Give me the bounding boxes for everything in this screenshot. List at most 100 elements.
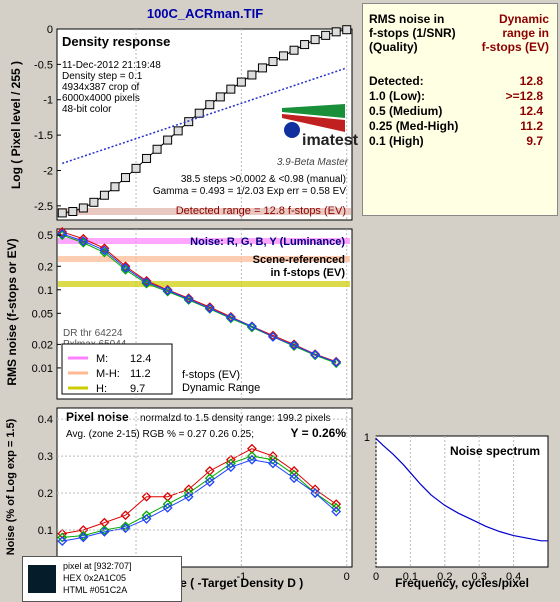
summary-row-value: 11.2 [520,119,543,133]
x-tick-label: 0 [373,571,379,583]
summary-row-label: 0.25 (Med-High) [369,119,459,133]
summary-row-label: 1.0 (Low): [369,89,425,103]
noise-point [78,236,89,247]
x-tick-label: 0.4 [506,571,521,583]
avg-line: Avg. (zone 2-15) RGB % = 0.27 0.26 0.25; [66,429,254,440]
y-tick-label: -2 [43,165,53,177]
rms-title: Noise: R, G, B, Y (Luminance) [190,236,345,248]
noise-point [268,330,278,341]
spectrum-plot-area [375,435,549,568]
density-line [62,29,347,214]
rms-ylabel: RMS noise (f-stops or EV) [5,238,19,385]
summary-row: 0.25 (Med-High) 11.2 [369,119,549,134]
legend-name: M-H: [96,368,120,380]
density-point [163,135,173,145]
density-point [205,100,215,110]
header-right-line: Dynamic [498,12,549,26]
summary-row: 0.5 (Medium) 12.4 [369,104,549,119]
imatest-logo-text: imatest [302,132,359,149]
info-line: 48-bit color [62,104,112,115]
x-tick-label: 0.1 [403,571,418,583]
spectrum-ytick-1: 1 [364,432,370,444]
pixel-noise-point [99,526,110,537]
spectrum-xlabel: Frequency, cycles/pixel [395,576,529,590]
y-tick-label: 0.1 [38,525,53,537]
noise-point [204,303,215,314]
dr-band-medium [58,238,350,244]
noise-point [225,312,236,323]
info-line: 4934x387 crop of [62,82,140,93]
y-tick-label: -1.5 [34,130,53,142]
y-tick-label: 0.4 [38,414,53,426]
pixel-noise-title: Pixel noise [66,410,129,424]
x-tick-label: 0.3 [472,571,487,583]
summary-row-value: 12.8 [519,74,543,88]
pixel-noise-point [120,510,131,521]
info-line: 6000x4000 pixels [62,93,140,104]
density-point [194,108,204,118]
window-title: 100C_ACRman.TIF [147,6,263,21]
pixel-noise-point [204,477,215,487]
version-text: 3.9-Beta Master [277,157,349,168]
legend-value: 11.2 [130,368,151,380]
density-point [268,57,278,67]
noise-point [246,321,257,332]
density-point [131,163,141,173]
imatest-logo: imatest 3.9-Beta Master [277,104,359,168]
legend-name: M: [96,353,108,365]
spectrum-line [375,438,548,542]
density-panel: Density response 11-Dec-2012 21:19:48Den… [9,24,359,221]
legend-name: H: [96,383,107,395]
summary-row-label: 0.1 (High) [369,134,424,148]
y-tick-label: 0.01 [32,363,53,375]
y-tick-label: 0.05 [32,308,53,320]
noise-point [331,357,342,368]
density-point [279,51,289,61]
summary-header-left: RMS noise in f-stops (1/SNR) (Quality) [369,12,456,54]
header-left-line: f-stops (1/SNR) [369,26,456,40]
x-tick-label: 0 [344,571,350,583]
dr-band-medhigh [58,256,350,262]
y-tick-label: 0.3 [38,451,53,463]
noise-point [289,340,299,351]
pixel-noise-ylabel: Noise (% of Log exp = 1.5) [5,418,17,555]
noise-point [141,278,152,289]
rms-noise-panel: Noise: R, G, B, Y (Luminance) Scene-refe… [5,227,353,400]
y-tick-label: 0 [47,24,53,36]
density-point [120,173,130,183]
summary-row-label: Detected: [369,74,424,88]
pixel-noise-point [120,523,131,534]
pixel-hex: HEX 0x2A1C05 [63,573,127,583]
pixel-noise-point [57,532,68,543]
summary-row: 0.1 (High) 9.7 [369,134,549,149]
density-point [247,70,257,80]
pixel-noise-point [99,525,110,535]
y-summary: Y = 0.26% [291,426,347,440]
density-point [68,207,78,217]
pixel-noise-point [162,502,173,513]
noise-point [162,286,173,297]
density-point [110,182,120,192]
pixel-noise-point [183,491,194,502]
noise-point [246,322,257,333]
density-point [78,203,88,213]
dr-thr-text: DR thr 64224 [63,328,123,339]
density-point [310,35,320,45]
header-left-line: RMS noise in [369,12,445,26]
noise-point [120,263,131,273]
info-line: Density step = 0.1 [62,71,143,82]
spectrum-title: Noise spectrum [450,444,540,458]
header-right-line: f-stops (EV) [481,40,549,54]
summary-row: Detected: 12.8 [369,74,549,89]
x-tick-label: 0.2 [437,571,452,583]
legend-value: 12.4 [130,353,151,365]
detected-range-bar [58,208,351,215]
density-point [236,77,246,87]
noise-point [162,285,173,296]
density-point [99,190,109,200]
pixel-noise-plot-area [56,407,353,568]
noise-point [183,294,194,305]
dr-band-high [58,281,350,287]
pixel-noise-point [141,514,152,524]
legend-note-1: f-stops (EV) [182,369,240,381]
